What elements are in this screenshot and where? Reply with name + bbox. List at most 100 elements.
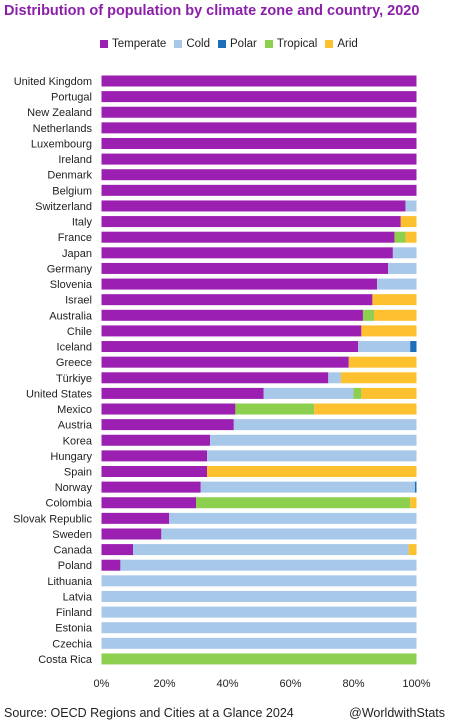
category-label-greece: Greece bbox=[56, 357, 92, 369]
x-tick-label: 0% bbox=[94, 678, 110, 690]
legend-swatch-cold bbox=[174, 40, 183, 48]
category-label-chile: Chile bbox=[67, 326, 92, 338]
bar-france-temperate bbox=[101, 231, 395, 243]
bar-estonia-cold bbox=[101, 622, 417, 634]
bar-austria-temperate bbox=[101, 419, 234, 431]
bar-japan-temperate bbox=[101, 247, 393, 259]
bar-united-states-temperate bbox=[101, 387, 264, 399]
bar-italy-arid bbox=[400, 216, 417, 228]
bar-switzerland-temperate bbox=[101, 200, 406, 212]
bar-france-arid bbox=[405, 231, 417, 243]
category-label-israel: Israel bbox=[65, 295, 92, 307]
category-label-iceland: Iceland bbox=[57, 342, 92, 354]
category-label-spain: Spain bbox=[64, 467, 92, 479]
bar-slovenia-cold bbox=[377, 278, 417, 290]
bar-finland-cold bbox=[101, 606, 417, 618]
bar-united-states-cold bbox=[263, 387, 354, 399]
footer: Source: OECD Regions and Cities at a Gla… bbox=[4, 706, 445, 720]
bar-iceland-cold bbox=[358, 341, 411, 353]
bar-italy-temperate bbox=[101, 216, 401, 228]
bar-sweden-cold bbox=[161, 528, 417, 540]
category-label-mexico: Mexico bbox=[57, 404, 92, 416]
bar-korea-temperate bbox=[101, 434, 211, 446]
bar-united-states-arid bbox=[361, 387, 417, 399]
bar-t-rkiye-arid bbox=[340, 372, 417, 384]
category-label-canada: Canada bbox=[53, 545, 92, 557]
bar-colombia-arid bbox=[410, 497, 417, 509]
category-label-slovenia: Slovenia bbox=[50, 279, 93, 291]
category-label-costa-rica: Costa Rica bbox=[38, 654, 93, 666]
legend-swatch-tropical bbox=[264, 40, 273, 48]
bar-new-zealand-temperate bbox=[101, 106, 417, 118]
legend-item-cold: Cold bbox=[174, 38, 210, 50]
legend-label-cold: Cold bbox=[186, 38, 210, 50]
legend-label-temperate: Temperate bbox=[112, 38, 167, 50]
bar-canada-cold bbox=[133, 544, 409, 556]
category-label-colombia: Colombia bbox=[46, 498, 93, 510]
bar-costa-rica-tropical bbox=[101, 653, 417, 665]
category-label-sweden: Sweden bbox=[52, 529, 92, 541]
legend-item-arid: Arid bbox=[325, 38, 358, 50]
x-tick-label: 80% bbox=[342, 678, 364, 690]
bar-united-kingdom-temperate bbox=[101, 75, 417, 87]
bar-germany-temperate bbox=[101, 262, 389, 274]
category-label-slovak-republic: Slovak Republic bbox=[13, 513, 92, 525]
x-tick-label: 40% bbox=[216, 678, 238, 690]
bar-japan-cold bbox=[392, 247, 417, 259]
bar-hungary-temperate bbox=[101, 450, 208, 462]
category-label-ireland: Ireland bbox=[58, 154, 92, 166]
category-label-korea: Korea bbox=[63, 435, 93, 447]
bar-colombia-temperate bbox=[101, 497, 196, 509]
bar-luxembourg-temperate bbox=[101, 137, 417, 149]
category-label-denmark: Denmark bbox=[47, 170, 92, 182]
x-tick-label: 100% bbox=[402, 678, 430, 690]
legend-item-tropical: Tropical bbox=[264, 38, 317, 50]
category-label-italy: Italy bbox=[72, 217, 93, 229]
bar-colombia-tropical bbox=[196, 497, 411, 509]
bar-australia-tropical bbox=[362, 309, 374, 321]
bar-mexico-temperate bbox=[101, 403, 236, 415]
bar-greece-arid bbox=[348, 356, 417, 368]
category-label-austria: Austria bbox=[58, 420, 93, 432]
bar-norway-temperate bbox=[101, 481, 201, 493]
category-label-luxembourg: Luxembourg bbox=[31, 138, 92, 150]
bar-chile-temperate bbox=[101, 325, 362, 337]
x-tick-label: 20% bbox=[153, 678, 175, 690]
bar-netherlands-temperate bbox=[101, 122, 417, 134]
bar-slovak-republic-temperate bbox=[101, 512, 170, 524]
category-label-united-kingdom: United Kingdom bbox=[14, 76, 92, 88]
category-label-netherlands: Netherlands bbox=[33, 123, 93, 135]
bar-france-tropical bbox=[394, 231, 406, 243]
bar-latvia-cold bbox=[101, 590, 417, 602]
legend-label-arid: Arid bbox=[337, 38, 358, 50]
category-label-latvia: Latvia bbox=[63, 591, 93, 603]
bar-denmark-temperate bbox=[101, 169, 417, 181]
bar-norway-cold bbox=[200, 481, 415, 493]
bar-united-states-tropical bbox=[353, 387, 362, 399]
category-label-poland: Poland bbox=[58, 560, 92, 572]
legend-item-polar: Polar bbox=[218, 38, 257, 50]
bar-canada-temperate bbox=[101, 544, 133, 556]
bar-australia-arid bbox=[373, 309, 417, 321]
category-label-belgium: Belgium bbox=[52, 185, 92, 197]
bar-czechia-cold bbox=[101, 637, 417, 649]
category-label-lithuania: Lithuania bbox=[47, 576, 93, 588]
legend-swatch-polar bbox=[218, 40, 226, 48]
category-label-norway: Norway bbox=[55, 482, 93, 494]
category-label-france: France bbox=[58, 232, 92, 244]
bar-slovenia-temperate bbox=[101, 278, 378, 290]
category-label-czechia: Czechia bbox=[52, 638, 93, 650]
legend-label-polar: Polar bbox=[230, 38, 257, 50]
legend-swatch-arid bbox=[325, 40, 334, 48]
bar-germany-cold bbox=[388, 262, 417, 274]
bar-switzerland-cold bbox=[405, 200, 417, 212]
bar-canada-arid bbox=[408, 544, 417, 556]
bar-t-rkiye-cold bbox=[328, 372, 341, 384]
x-tick-label: 60% bbox=[279, 678, 301, 690]
bar-iceland-polar bbox=[410, 341, 417, 353]
source-note: Source: OECD Regions and Cities at a Gla… bbox=[4, 706, 294, 720]
category-label-australia: Australia bbox=[49, 310, 93, 322]
category-label-japan: Japan bbox=[62, 248, 92, 260]
bar-spain-arid bbox=[207, 466, 417, 477]
legend-item-temperate: Temperate bbox=[100, 38, 166, 50]
